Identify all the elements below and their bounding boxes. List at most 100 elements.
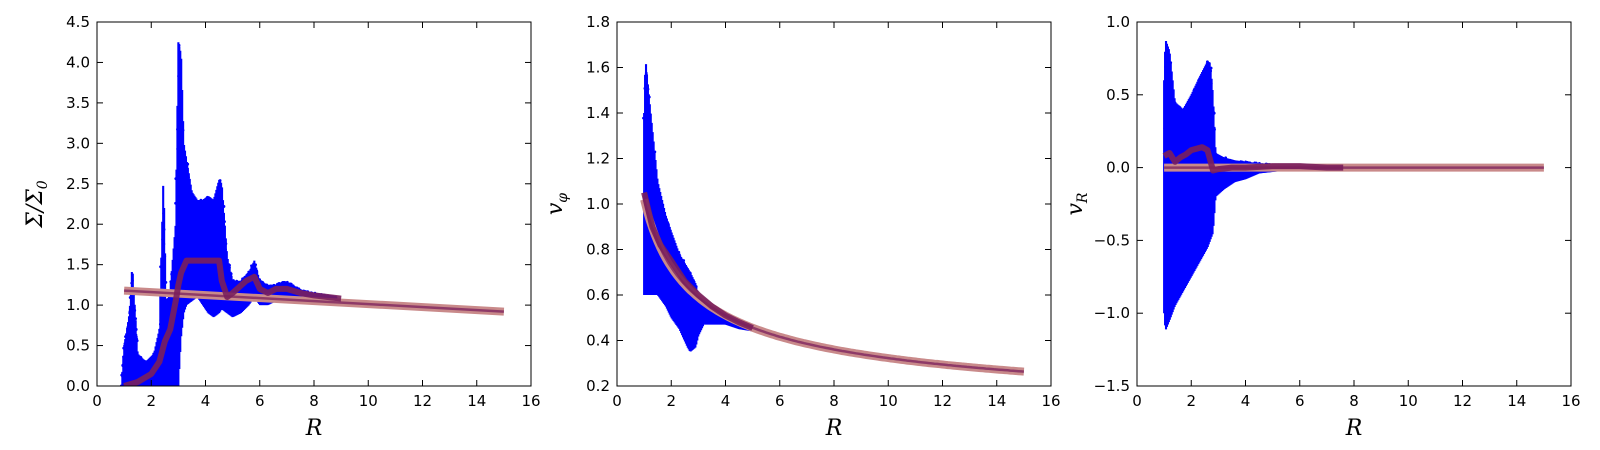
y-tick-label: −0.5 bbox=[1094, 231, 1130, 249]
y-tick-label: 1.5 bbox=[66, 256, 90, 274]
scatter-point bbox=[179, 82, 182, 86]
y-tick-label: −1.0 bbox=[1094, 304, 1130, 322]
scatter-point bbox=[1169, 61, 1173, 65]
scatter-point bbox=[1212, 140, 1216, 144]
scatter-point bbox=[254, 263, 258, 267]
scatter-point bbox=[174, 201, 177, 205]
scatter-point bbox=[247, 270, 251, 274]
y-tick-label: 0.0 bbox=[66, 377, 90, 395]
scatter-point bbox=[137, 358, 140, 362]
y-axis-label-main: Σ/Σ bbox=[23, 189, 48, 229]
x-tick-label: 6 bbox=[775, 392, 785, 410]
scatter-point bbox=[169, 280, 173, 284]
scatter-point bbox=[139, 355, 143, 359]
scatter-point bbox=[224, 242, 228, 246]
scatter-point bbox=[135, 361, 139, 365]
chart-panel-1: 0 2 4 6 8 10 12 14 16 0.0 0.5 1.0 1.5 2.0 2.5 3.0 3.5 4.0… bbox=[23, 13, 541, 441]
y-tick-label: 1.6 bbox=[586, 59, 610, 77]
scatter-point bbox=[163, 254, 167, 258]
scatter-point bbox=[1177, 129, 1180, 133]
scatter-point bbox=[682, 259, 686, 262]
y-tick-label: 1.0 bbox=[586, 195, 610, 213]
x-tick-label: 0 bbox=[1132, 392, 1142, 410]
y-axis-label-subscript: R bbox=[1075, 192, 1091, 204]
y-axis-label: Σ/Σ0 bbox=[23, 180, 51, 229]
model-curve-core bbox=[124, 289, 504, 313]
scatter-point bbox=[200, 229, 204, 233]
y-tick-label: 0.4 bbox=[586, 332, 610, 350]
x-tick-label: 12 bbox=[1453, 392, 1472, 410]
x-tick-label: 8 bbox=[1349, 392, 1359, 410]
y-tick-label: 0.6 bbox=[586, 286, 610, 304]
y-tick-label: 3.0 bbox=[66, 134, 90, 152]
scatter-point bbox=[162, 211, 166, 215]
scatter-point bbox=[227, 270, 231, 273]
scatter-point bbox=[677, 250, 681, 254]
x-tick-label: 10 bbox=[879, 392, 898, 410]
scatter-point bbox=[694, 285, 698, 288]
x-tick-label: 2 bbox=[1186, 392, 1196, 410]
scatter-point bbox=[185, 164, 189, 168]
scatter-point bbox=[652, 192, 656, 196]
y-tick-label: 0.5 bbox=[66, 337, 90, 355]
scatter-point bbox=[654, 181, 658, 185]
x-tick-label: 14 bbox=[467, 392, 486, 410]
y-tick-label: 1.2 bbox=[586, 150, 610, 168]
scatter-point bbox=[201, 210, 205, 214]
scatter-point bbox=[1196, 126, 1200, 130]
scatter-point bbox=[223, 220, 226, 224]
mean-profile-line bbox=[1162, 144, 1344, 174]
scatter-point bbox=[654, 179, 657, 183]
chart-panel-2: 0 2 4 6 8 10 12 14 16 0.2 0.4 0.6 0.8 1.0 1.2 1.4 1.6 1.8… bbox=[543, 13, 1061, 441]
x-tick-label: 14 bbox=[987, 392, 1006, 410]
scatter-point bbox=[179, 75, 182, 78]
scatter-point bbox=[153, 358, 157, 362]
scatter-point bbox=[164, 298, 167, 302]
scatter-point bbox=[1232, 160, 1235, 164]
scatter-point bbox=[644, 71, 648, 75]
scatter-points bbox=[119, 42, 338, 386]
scatter-point bbox=[200, 220, 204, 224]
scatter-point bbox=[647, 95, 651, 99]
scatter-point bbox=[128, 310, 132, 313]
y-axis-label-main: v bbox=[543, 202, 568, 215]
y-tick-label: 2.0 bbox=[66, 215, 90, 233]
y-axis-label-subscript: 0 bbox=[35, 180, 51, 189]
scatter-point bbox=[134, 333, 138, 337]
mean-profile-line bbox=[123, 257, 342, 386]
scatter-point bbox=[134, 317, 138, 320]
y-tick-label: 0.2 bbox=[586, 377, 610, 395]
scatter-point bbox=[1177, 105, 1181, 109]
x-tick-label: 16 bbox=[521, 392, 540, 410]
y-axis-label-subscript: φ bbox=[555, 193, 571, 203]
y-tick-label: 2.5 bbox=[66, 175, 90, 193]
x-tick-label: 0 bbox=[92, 392, 102, 410]
x-tick-label: 2 bbox=[146, 392, 156, 410]
scatter-points bbox=[1163, 41, 1345, 330]
scatter-point bbox=[178, 118, 181, 122]
scatter-point bbox=[135, 337, 139, 341]
scatter-point bbox=[152, 352, 156, 356]
x-tick-label: 0 bbox=[612, 392, 622, 410]
y-tick-label: 4.0 bbox=[66, 53, 90, 71]
scatter-point bbox=[673, 243, 677, 247]
scatter-point bbox=[645, 118, 649, 122]
scatter-point bbox=[185, 169, 189, 173]
x-axis-label: R bbox=[1345, 416, 1363, 441]
scatter-point bbox=[231, 279, 235, 283]
y-tick-label: 0.8 bbox=[586, 241, 610, 259]
scatter-point bbox=[1165, 118, 1169, 122]
y-tick-label: 1.0 bbox=[1106, 13, 1130, 31]
scatter-point bbox=[1166, 98, 1170, 102]
scatter-point bbox=[134, 328, 138, 331]
scatter-point bbox=[187, 176, 190, 179]
x-tick-label: 10 bbox=[359, 392, 378, 410]
scatter-point bbox=[222, 205, 226, 208]
scatter-point bbox=[1213, 128, 1216, 131]
scatter-point bbox=[692, 279, 696, 283]
scatter-point bbox=[660, 202, 664, 206]
x-tick-label: 14 bbox=[1507, 392, 1526, 410]
scatter-point bbox=[229, 272, 233, 276]
mean-profile-line bbox=[641, 191, 754, 331]
scatter-point bbox=[187, 200, 191, 204]
